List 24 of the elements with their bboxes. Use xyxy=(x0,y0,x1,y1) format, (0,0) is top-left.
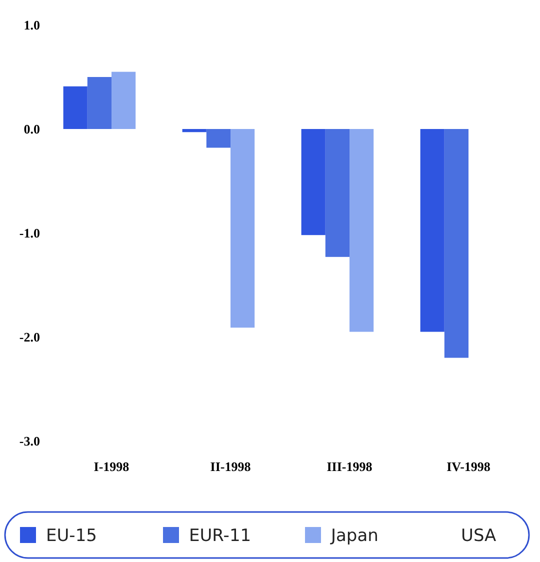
bar xyxy=(420,129,444,332)
bar xyxy=(325,129,350,257)
legend-label: EU-15 xyxy=(46,526,97,546)
bar xyxy=(87,77,112,129)
bar xyxy=(301,129,326,236)
y-tick-label: -3.0 xyxy=(19,434,40,449)
bar xyxy=(112,72,136,129)
legend-label: EUR-11 xyxy=(189,526,252,546)
legend-label: Japan xyxy=(330,526,378,546)
x-tick-label: II-1998 xyxy=(210,459,252,474)
bar xyxy=(230,129,255,328)
y-tick-label: 0.0 xyxy=(24,122,40,137)
bar xyxy=(63,86,88,129)
text: USA xyxy=(461,526,497,546)
bar xyxy=(182,129,206,132)
x-tick-label: IV-1998 xyxy=(446,459,491,474)
x-tick-label: I-1998 xyxy=(94,459,130,474)
y-tick-label: -1.0 xyxy=(19,226,40,241)
y-tick-label: 1.0 xyxy=(24,18,40,33)
x-tick-label: III-1998 xyxy=(326,459,373,474)
bar xyxy=(444,129,468,358)
bar xyxy=(350,129,374,332)
y-tick-label: -2.0 xyxy=(19,330,40,345)
bar xyxy=(206,129,230,148)
